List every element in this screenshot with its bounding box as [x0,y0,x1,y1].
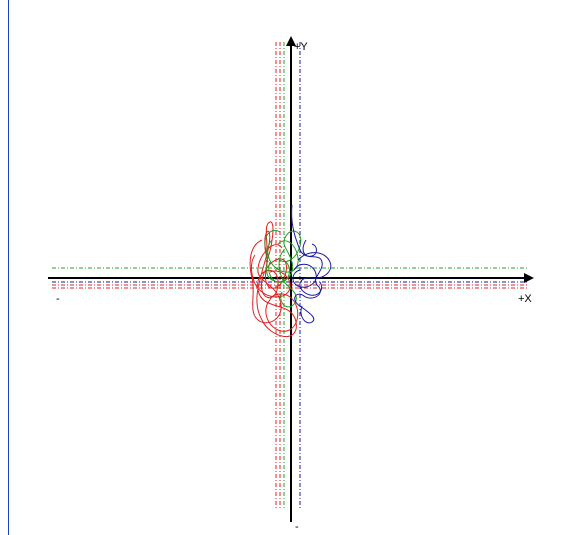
blue-trajectory [291,204,332,324]
y-negative-label: - [295,521,299,533]
axes [48,36,534,522]
x-negative-label: - [56,293,60,305]
left-border-line [8,0,9,535]
x-positive-label: +X [518,293,532,305]
y-axis-arrow-icon [286,36,296,46]
vertical-reference-lines [275,42,301,508]
x-axis-arrow-icon [524,273,534,283]
y-positive-label: +Y [294,41,308,53]
